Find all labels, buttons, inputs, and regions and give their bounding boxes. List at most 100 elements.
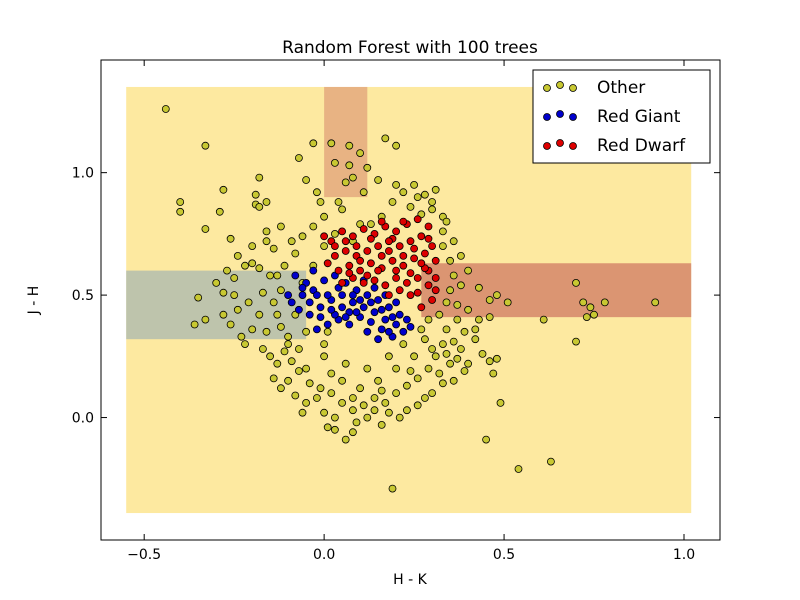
data-point-other xyxy=(374,176,383,184)
data-point-other xyxy=(161,105,170,113)
data-point-red-giant xyxy=(399,327,408,336)
data-point-other xyxy=(428,345,437,353)
data-point-red-dwarf xyxy=(402,278,411,287)
data-point-red-giant xyxy=(374,296,383,304)
data-point-other xyxy=(330,229,339,238)
data-point-red-dwarf xyxy=(341,247,350,255)
data-point-red-giant xyxy=(374,335,383,344)
data-point-other xyxy=(284,340,293,349)
data-point-red-dwarf xyxy=(338,278,347,287)
data-point-red-giant xyxy=(323,291,332,300)
data-point-other xyxy=(428,198,437,206)
data-point-red-dwarf xyxy=(384,237,393,246)
data-point-red-dwarf xyxy=(424,234,433,243)
data-point-other xyxy=(572,337,580,346)
data-point-other xyxy=(438,379,447,388)
data-point-other xyxy=(514,465,523,473)
decision-band-0 xyxy=(421,263,692,318)
data-point-red-giant xyxy=(298,291,307,300)
data-point-red-giant xyxy=(352,308,361,317)
data-point-red-giant xyxy=(291,271,300,280)
data-point-other xyxy=(219,310,228,319)
data-point-other xyxy=(384,352,393,361)
data-point-other xyxy=(233,251,242,260)
data-point-red-giant xyxy=(363,291,372,300)
data-point-red-dwarf xyxy=(406,291,415,300)
legend-label-red-giant: Red Giant xyxy=(597,107,681,127)
data-point-other xyxy=(341,435,350,444)
data-point-other xyxy=(276,222,285,231)
data-point-other xyxy=(327,389,336,398)
data-point-red-giant xyxy=(392,320,401,329)
data-point-other xyxy=(294,367,303,375)
data-point-red-dwarf xyxy=(413,274,422,282)
data-point-other xyxy=(212,278,221,287)
data-point-other xyxy=(280,347,289,356)
data-point-other xyxy=(442,217,451,226)
data-point-other xyxy=(392,389,401,398)
data-point-red-giant xyxy=(402,315,411,324)
data-point-red-dwarf xyxy=(377,217,386,226)
data-point-other xyxy=(323,423,332,432)
data-point-other xyxy=(413,193,422,202)
data-point-other xyxy=(215,207,224,216)
data-point-other xyxy=(428,389,437,398)
data-point-other xyxy=(201,141,210,150)
data-point-other xyxy=(442,349,451,358)
data-point-other xyxy=(399,188,408,197)
data-point-other xyxy=(226,320,235,329)
data-point-other xyxy=(651,298,660,307)
y-tick-label: 0.0 xyxy=(72,411,94,427)
data-point-other xyxy=(338,205,347,214)
data-point-red-dwarf xyxy=(384,291,393,300)
data-point-other xyxy=(248,242,257,251)
data-point-red-dwarf xyxy=(338,227,347,236)
data-point-other xyxy=(431,352,440,361)
data-point-red-dwarf xyxy=(330,242,339,251)
data-point-other xyxy=(410,180,419,189)
data-point-red-dwarf xyxy=(366,234,375,243)
data-point-other xyxy=(402,406,411,415)
legend-marker-red-dwarf xyxy=(569,142,577,150)
y-axis-label: J - H xyxy=(26,286,42,316)
data-points-layer xyxy=(161,105,660,493)
data-point-red-dwarf xyxy=(420,249,429,258)
data-point-other xyxy=(341,178,350,187)
data-point-other xyxy=(363,163,372,172)
data-point-red-dwarf xyxy=(334,266,343,275)
data-point-other xyxy=(392,180,401,189)
data-point-other xyxy=(453,354,462,363)
data-point-other xyxy=(273,359,282,368)
data-point-other xyxy=(190,320,199,329)
data-point-red-giant xyxy=(294,305,303,314)
data-point-red-giant xyxy=(381,315,390,324)
data-point-other xyxy=(334,198,343,206)
data-point-red-giant xyxy=(312,325,321,334)
legend-label-red-dwarf: Red Dwarf xyxy=(597,136,686,156)
data-point-red-giant xyxy=(366,318,375,326)
data-point-other xyxy=(320,212,329,221)
data-point-other xyxy=(395,413,404,422)
data-point-other xyxy=(474,283,483,292)
data-point-other xyxy=(485,357,494,366)
data-point-other xyxy=(460,327,469,336)
data-point-other xyxy=(298,232,307,241)
data-point-other xyxy=(446,359,455,368)
data-point-other xyxy=(485,313,494,322)
data-point-red-giant xyxy=(395,310,404,319)
data-point-other xyxy=(291,249,300,258)
data-point-other xyxy=(258,345,267,353)
data-point-other xyxy=(280,261,289,270)
data-point-other xyxy=(539,315,548,324)
data-point-other xyxy=(294,154,303,162)
data-point-other xyxy=(359,401,368,410)
data-point-other xyxy=(492,354,501,363)
data-point-red-giant xyxy=(356,296,365,304)
data-point-other xyxy=(413,374,422,383)
data-point-other xyxy=(496,398,505,407)
data-point-other xyxy=(384,408,393,417)
data-point-other xyxy=(442,298,451,307)
data-point-red-dwarf xyxy=(363,247,372,255)
data-point-other xyxy=(223,266,231,275)
data-point-other xyxy=(453,300,462,309)
